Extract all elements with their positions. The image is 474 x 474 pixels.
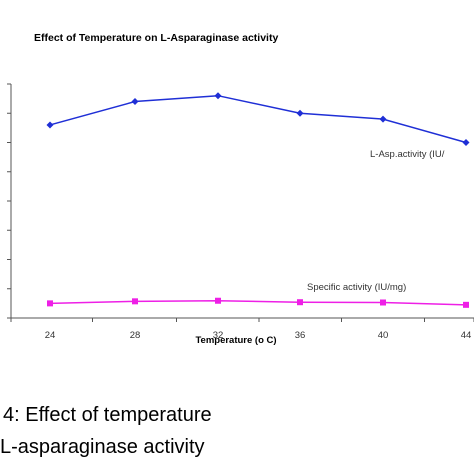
- x-axis-tick-labels: 24 28 32 36 40 44: [45, 330, 472, 341]
- series-line-l-asp-activity: [49, 94, 467, 144]
- chart-title: Effect of Temperature on L-Asparaginase …: [34, 32, 278, 44]
- y-axis-ticks: [7, 83, 11, 319]
- data-point-l-asp-activity-28: [131, 98, 139, 106]
- data-point-specific-activity-32: [215, 297, 221, 304]
- data-point-specific-activity-44: [463, 301, 469, 308]
- series-line-specific-activity: [49, 299, 467, 306]
- data-point-l-asp-activity-24: [46, 121, 54, 129]
- x-tick-label-24: 24: [45, 330, 56, 341]
- figure-caption-line-2: L-asparaginase activity: [0, 436, 205, 458]
- data-point-specific-activity-28: [132, 298, 138, 305]
- x-axis-label: Temperature (o C): [195, 335, 276, 346]
- data-point-l-asp-activity-44: [462, 139, 470, 146]
- figure-caption-line-1: 4: Effect of temperature: [3, 404, 212, 426]
- x-tick-label-36: 36: [295, 330, 306, 341]
- data-point-specific-activity-36: [297, 299, 303, 306]
- x-axis-ticks: [10, 318, 474, 322]
- data-point-l-asp-activity-40: [379, 115, 387, 123]
- data-point-specific-activity-24: [47, 300, 53, 307]
- x-tick-label-44: 44: [461, 330, 472, 341]
- x-tick-label-40: 40: [378, 330, 389, 341]
- data-point-specific-activity-40: [380, 299, 386, 306]
- series-label-specific-activity: Specific activity (IU/mg): [307, 282, 406, 293]
- data-point-l-asp-activity-32: [214, 92, 222, 100]
- series-label-l-asp-activity: L-Asp.activity (IU/: [370, 149, 445, 160]
- series-group: [46, 92, 470, 308]
- data-point-l-asp-activity-36: [296, 109, 304, 117]
- x-tick-label-32: 32: [213, 330, 224, 341]
- x-tick-label-28: 28: [130, 330, 141, 341]
